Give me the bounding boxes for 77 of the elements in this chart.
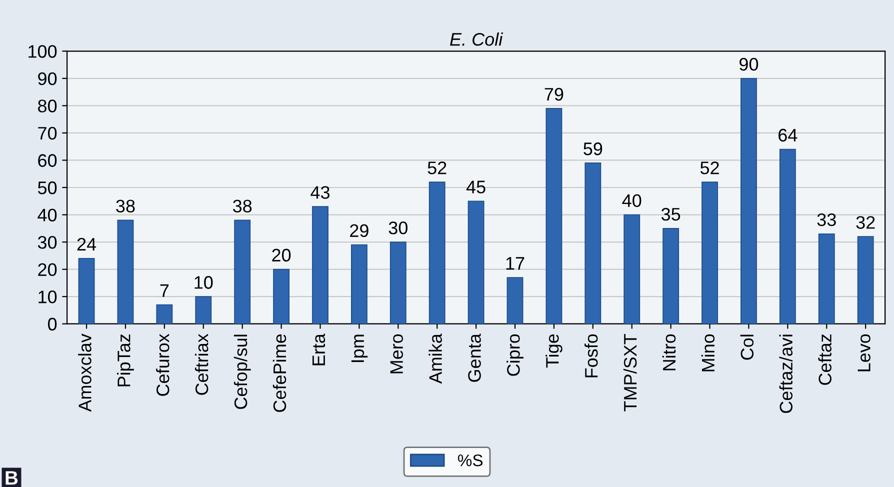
chart-title: E. Coli: [450, 32, 504, 46]
x-tick-label: Mino: [701, 334, 715, 372]
x-tick-label: Genta: [468, 334, 481, 382]
bar: [390, 242, 406, 324]
y-tick-label: 100: [28, 45, 57, 58]
data-label: 59: [584, 142, 602, 156]
data-label: 45: [466, 180, 486, 194]
bar: [234, 220, 251, 324]
data-label: 32: [856, 216, 875, 229]
x-tick-label: Tige: [546, 334, 562, 368]
bar: [546, 108, 562, 324]
x-tick-label: Erta: [312, 334, 326, 366]
x-tick-label: Nitro: [662, 334, 676, 370]
data-label: 17: [506, 257, 524, 270]
data-label: 30: [388, 222, 408, 234]
bar: [156, 304, 173, 324]
bar: [428, 182, 446, 324]
x-tick-label: Amika: [428, 334, 442, 384]
data-label: 38: [232, 200, 252, 212]
bar: [195, 296, 212, 324]
bar: [779, 148, 796, 324]
x-tick-label: Ipm: [351, 334, 368, 362]
legend-label: %S: [458, 454, 483, 466]
y-tick-label: 60: [38, 154, 57, 167]
x-tick-label: Ceftaz/avi: [779, 334, 793, 413]
bar: [857, 236, 874, 324]
bar: [273, 268, 290, 324]
data-label: 38: [116, 200, 135, 212]
data-label: 33: [817, 213, 836, 226]
bar: [584, 162, 602, 324]
data-label: 64: [778, 128, 798, 142]
bar: [740, 78, 757, 324]
y-tick-label: 50: [38, 181, 57, 194]
x-tick-label: TMP/SXT: [623, 334, 637, 412]
bar: [506, 277, 524, 324]
data-label: 7: [160, 284, 169, 297]
data-label: 10: [194, 276, 213, 289]
bar: [312, 206, 328, 324]
x-tick-label: CefePime: [272, 334, 286, 412]
x-tick-label: Levo: [858, 334, 870, 372]
data-label: 40: [622, 194, 642, 208]
x-tick-label: Ceftriax: [194, 334, 208, 395]
bar: [624, 214, 640, 324]
data-label: 20: [272, 248, 291, 262]
data-label: 43: [310, 186, 330, 199]
y-tick-label: 30: [38, 236, 57, 249]
x-tick-label: Cefurox: [156, 334, 170, 396]
bar: [662, 228, 680, 324]
bar: [78, 258, 95, 324]
x-tick-label: Ceftaz: [818, 334, 832, 385]
bar: [350, 244, 368, 324]
text: B: [6, 471, 18, 485]
y-tick-label: 90: [38, 72, 57, 86]
data-label: 52: [428, 162, 446, 174]
data-label: 52: [700, 162, 719, 174]
bar: [117, 220, 134, 324]
x-tick-label: Fosfo: [584, 334, 598, 378]
y-tick-label: 0: [48, 318, 57, 331]
x-tick-label: PipTaz: [117, 334, 134, 386]
x-tick-label: Mero: [390, 334, 403, 374]
data-label: 29: [350, 224, 368, 238]
data-label: 24: [77, 238, 96, 250]
y-tick-label: 40: [38, 208, 57, 222]
x-tick-label: Col: [740, 334, 754, 360]
bar: [468, 200, 484, 324]
y-tick-label: 80: [38, 100, 57, 112]
y-tick-label: 10: [38, 290, 57, 304]
x-tick-label: Amoxclav: [78, 334, 92, 412]
x-tick-label: Cipro: [506, 334, 524, 376]
bar: [702, 182, 718, 324]
y-tick-label: 70: [38, 126, 57, 140]
y-tick-label: 20: [38, 263, 57, 276]
bar: [818, 233, 835, 324]
data-label: 35: [661, 208, 680, 221]
x-tick-label: Cefop/sul: [234, 334, 251, 409]
data-label: 79: [544, 88, 564, 101]
data-label: 90: [740, 58, 758, 71]
